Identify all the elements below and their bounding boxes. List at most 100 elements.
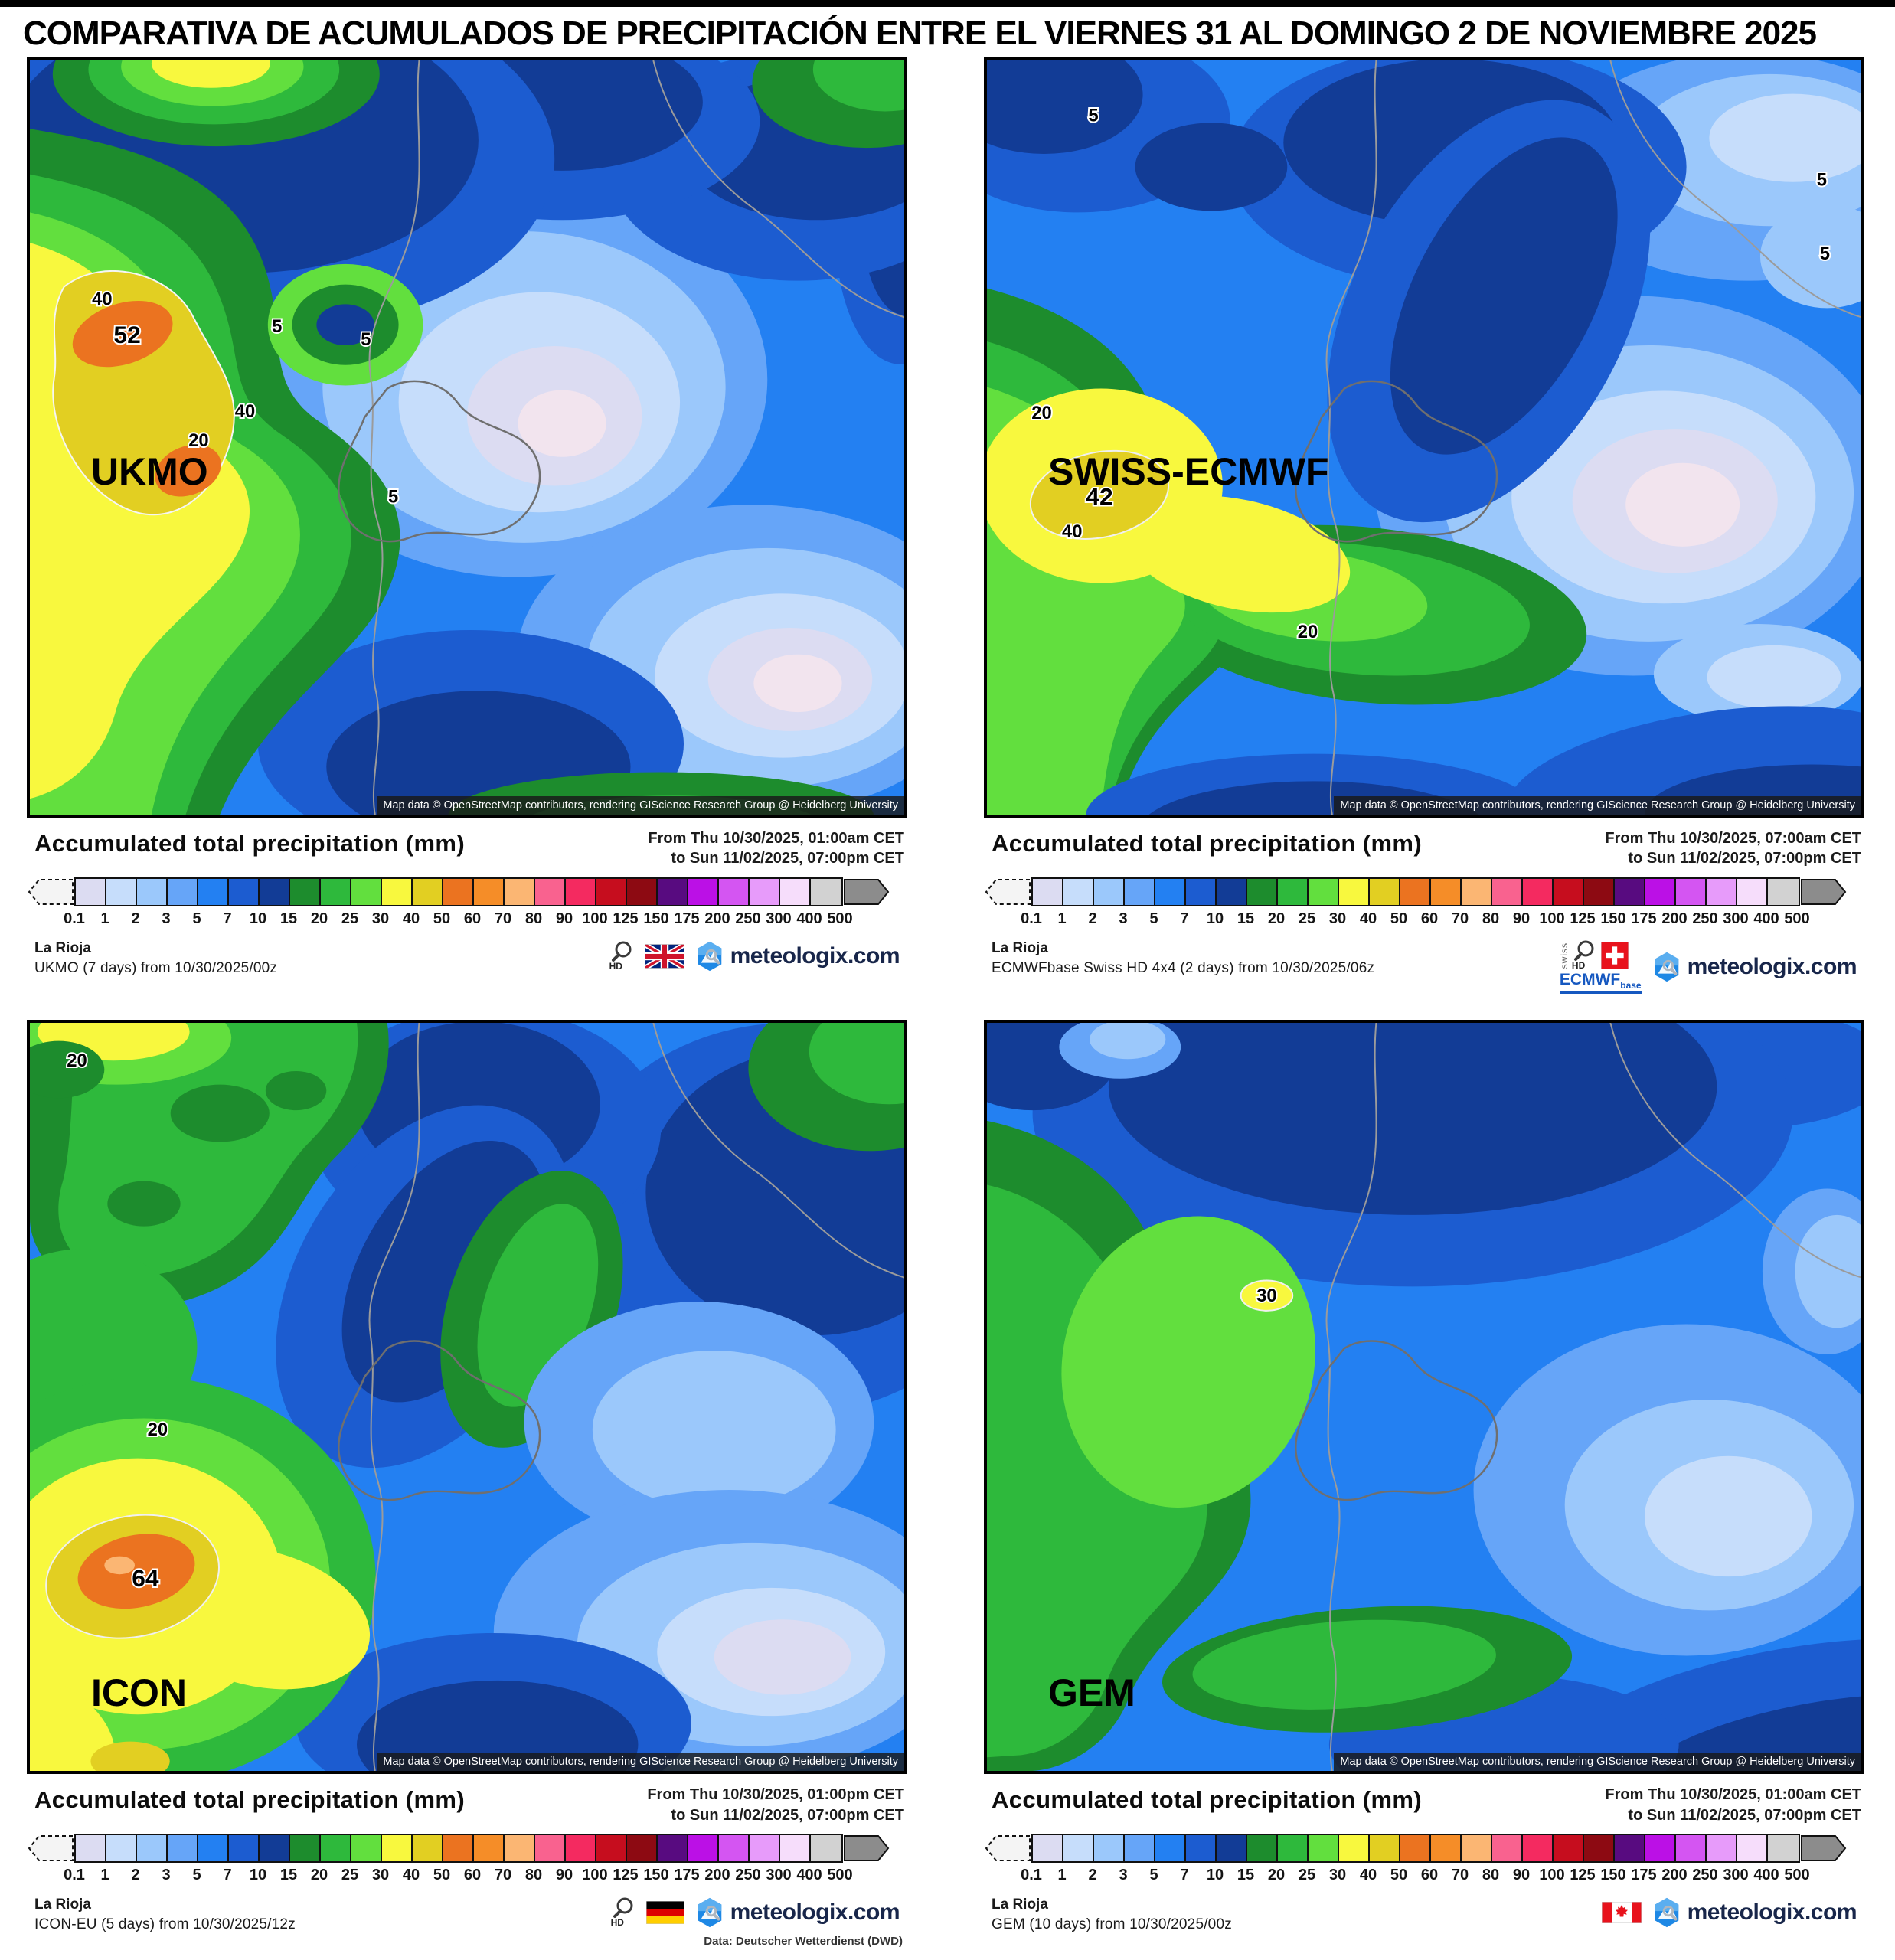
scale-tick: 250: [735, 1866, 761, 1883]
scale-color-cell: [1247, 1834, 1278, 1861]
scale-color-cell: [1645, 1834, 1676, 1861]
location-label: La Rioja: [992, 939, 1048, 956]
scale-color-cell: [443, 1834, 474, 1861]
scale-color-cell: [382, 878, 413, 905]
scale-color-cell: [1125, 1834, 1155, 1861]
scale-color-cell: [1155, 878, 1186, 905]
scale-color-cell: [260, 878, 290, 905]
location-label: La Rioja: [34, 1896, 91, 1913]
icon-legend: Accumulated total precipitation (mm) Fro…: [27, 1774, 907, 1948]
scale-color-cell: [1033, 878, 1063, 905]
scale-tick: 15: [1237, 910, 1255, 927]
meteologix-hexagon-icon: [698, 1897, 721, 1928]
scale-color-cell: [1186, 878, 1217, 905]
scale-tick: 80: [524, 910, 543, 927]
scale-color-cell: [198, 878, 229, 905]
panel-ukmo: 40 52 40 20 5 5 5 UKMO Map data © OpenSt…: [27, 57, 907, 994]
scale-color-cell: [137, 878, 168, 905]
scale-color-cell: [1768, 1834, 1799, 1861]
meteologix-logo: meteologix.com: [694, 940, 900, 972]
panel-icon: 20 20 64 ICON Map data © OpenStreetMap c…: [27, 1020, 907, 1948]
ukmo-legend: Accumulated total precipitation (mm) Fro…: [27, 818, 907, 977]
scale-tick: 500: [827, 1866, 853, 1883]
model-run-line: GEM (10 days) from 10/30/2025/00z: [992, 1916, 1232, 1932]
scale-tick: 175: [674, 910, 700, 927]
contour-label: 5: [1088, 105, 1098, 126]
legend-heading: Accumulated total precipitation (mm): [34, 1786, 466, 1814]
swiss-ecmwf-legend: Accumulated total precipitation (mm) Fro…: [984, 818, 1864, 995]
scale-tick: 15: [1237, 1866, 1255, 1883]
color-scale: 0.1 1 2 3 5 7 10 15 20 25 30 40 50 60 70 80 90 100 125 150 1…: [27, 1833, 907, 1884]
scale-tick: 0.1: [1021, 1866, 1042, 1883]
location-label: La Rioja: [992, 1896, 1048, 1913]
gem-legend: Accumulated total precipitation (mm) Fro…: [984, 1774, 1864, 1933]
contour-label: 5: [361, 329, 371, 350]
scale-tick: 150: [1600, 910, 1626, 927]
scale-tick: 20: [310, 1866, 328, 1883]
scale-color-cell: [229, 1834, 260, 1861]
scale-tick: 60: [1420, 910, 1439, 927]
color-scale: 0.1 1 2 3 5 7 10 15 20 25 30 40 50 60 70 80 90 100 125 150 1…: [27, 877, 907, 928]
data-source-note: Data: Deutscher Wetterdienst (DWD): [704, 1934, 903, 1948]
swiss-vertical-label: swiss: [1558, 942, 1570, 969]
scale-tick: 40: [402, 910, 420, 927]
model-name-label: ICON: [90, 1671, 187, 1715]
scale-tick: 5: [192, 1866, 201, 1883]
scale-tick: 3: [1119, 910, 1128, 927]
scale-color-cell: [627, 878, 658, 905]
scale-color-cell: [596, 878, 627, 905]
location-label: La Rioja: [34, 939, 91, 956]
max-value-label: 42: [1086, 482, 1112, 510]
legend-heading: Accumulated total precipitation (mm): [992, 1786, 1423, 1814]
scale-tick: 1: [100, 910, 109, 927]
scale-tick: 20: [1267, 1866, 1286, 1883]
scale-color-cell: [1186, 1834, 1217, 1861]
scale-color-cell: [1400, 878, 1431, 905]
scale-tick: 150: [1600, 1866, 1626, 1883]
scale-color-cell: [780, 878, 811, 905]
scale-tick: 3: [1119, 1866, 1128, 1883]
model-name-label: GEM: [1047, 1671, 1135, 1715]
scale-bar: [984, 1833, 1864, 1864]
scale-tick: 10: [249, 1866, 267, 1883]
scale-color-cell: [688, 1834, 719, 1861]
ecmwf-base-mark: ECMWFbase: [1559, 971, 1642, 995]
scale-color-cell: [1737, 878, 1768, 905]
gem-precipitation-map: 30 GEM Map data © OpenStreetMap contribu…: [984, 1020, 1864, 1775]
scale-tick: 80: [524, 1866, 543, 1883]
scale-tick: 50: [433, 910, 451, 927]
scale-tick: 40: [1359, 910, 1377, 927]
scale-color-cell: [750, 878, 780, 905]
scale-color-cell: [1554, 878, 1584, 905]
scale-tick: 125: [613, 1866, 639, 1883]
ukmo-map-image: 40 52 40 20 5 5 5: [30, 60, 904, 815]
scale-tick: 7: [1180, 910, 1189, 927]
contour-label: 20: [1031, 403, 1051, 423]
scale-color-cell: [1707, 878, 1737, 905]
scale-color-cell: [321, 878, 351, 905]
scale-color-cell: [1676, 878, 1707, 905]
scale-color-cell: [1431, 878, 1462, 905]
scale-tick: 400: [1753, 1866, 1779, 1883]
hd-magnifier-icon: HD: [609, 941, 635, 972]
scale-tick: 5: [192, 910, 201, 927]
scale-tick: 500: [1784, 1866, 1810, 1883]
scale-color-cell: [351, 1834, 382, 1861]
scale-color-cell: [566, 1834, 596, 1861]
meteologix-logo: meteologix.com: [694, 1896, 900, 1929]
scale-color-cell: [811, 1834, 841, 1861]
scale-tick: 7: [223, 1866, 232, 1883]
source-info: La Rioja GEM (10 days) from 10/30/2025/0…: [992, 1896, 1232, 1933]
scale-color-cell: [1309, 1834, 1339, 1861]
scale-tick: 5: [1149, 1866, 1158, 1883]
scale-tick: 100: [582, 1866, 608, 1883]
scale-color-cell: [106, 1834, 137, 1861]
scale-tick: 0.1: [64, 1866, 85, 1883]
scale-tick: 175: [1631, 910, 1657, 927]
scale-tick: 1: [1057, 1866, 1067, 1883]
scale-color-cell: [1339, 878, 1370, 905]
hd-magnifier-icon: HD: [611, 1897, 637, 1928]
model-run-line: ECMWFbase Swiss HD 4x4 (2 days) from 10/…: [992, 959, 1375, 976]
model-run-line: UKMO (7 days) from 10/30/2025/00z: [34, 959, 278, 976]
scale-tick: 25: [341, 910, 359, 927]
